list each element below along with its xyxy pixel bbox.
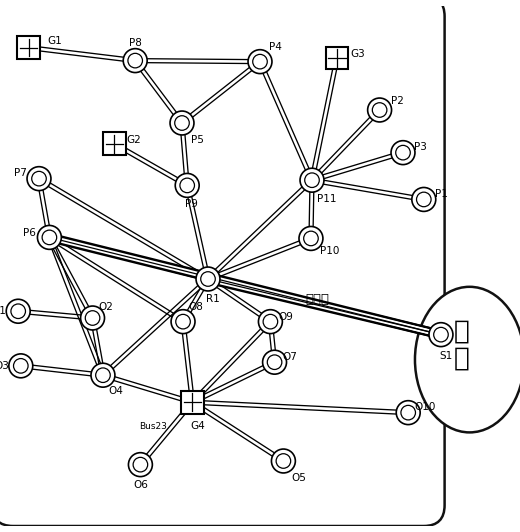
Circle shape	[37, 226, 61, 250]
Text: G2: G2	[127, 135, 141, 145]
Text: P8: P8	[129, 38, 141, 48]
Circle shape	[6, 300, 30, 323]
Circle shape	[300, 168, 324, 192]
FancyBboxPatch shape	[181, 391, 204, 414]
Circle shape	[128, 53, 142, 68]
Circle shape	[253, 54, 267, 69]
Circle shape	[304, 231, 318, 246]
Circle shape	[175, 173, 199, 197]
Text: O4: O4	[109, 386, 123, 396]
Circle shape	[27, 167, 51, 190]
Text: P1: P1	[435, 189, 447, 200]
FancyBboxPatch shape	[326, 47, 348, 70]
Circle shape	[263, 350, 287, 374]
Circle shape	[401, 405, 415, 420]
Text: G4: G4	[190, 421, 205, 430]
Circle shape	[267, 355, 282, 370]
Circle shape	[133, 458, 148, 472]
Circle shape	[391, 140, 415, 164]
Circle shape	[32, 171, 46, 186]
Circle shape	[123, 48, 147, 72]
Circle shape	[176, 314, 190, 329]
Text: O3: O3	[0, 361, 9, 371]
FancyBboxPatch shape	[17, 36, 40, 59]
Text: O10: O10	[414, 402, 436, 412]
Circle shape	[180, 178, 194, 193]
Circle shape	[417, 192, 431, 207]
Text: P9: P9	[185, 199, 198, 209]
Circle shape	[368, 98, 392, 122]
Circle shape	[305, 173, 319, 187]
Circle shape	[85, 311, 100, 325]
FancyBboxPatch shape	[103, 132, 126, 155]
Circle shape	[91, 363, 115, 387]
Text: O8: O8	[189, 302, 203, 312]
Circle shape	[175, 116, 189, 130]
Text: P4: P4	[269, 42, 282, 52]
Text: P3: P3	[414, 143, 426, 153]
Ellipse shape	[415, 287, 520, 433]
Text: S1: S1	[439, 352, 453, 361]
Text: P7: P7	[15, 169, 27, 178]
Text: P5: P5	[191, 135, 204, 145]
Circle shape	[258, 310, 282, 334]
Circle shape	[9, 354, 33, 378]
Circle shape	[170, 111, 194, 135]
Circle shape	[201, 272, 215, 286]
Circle shape	[14, 359, 28, 373]
Text: 闭合面: 闭合面	[305, 293, 329, 306]
Text: P6: P6	[23, 228, 36, 238]
Circle shape	[81, 306, 105, 330]
Circle shape	[299, 227, 323, 251]
Circle shape	[171, 310, 195, 334]
Circle shape	[396, 401, 420, 425]
Text: O2: O2	[98, 302, 113, 312]
Circle shape	[11, 304, 25, 319]
Circle shape	[196, 267, 220, 291]
Circle shape	[128, 453, 152, 477]
Circle shape	[248, 49, 272, 73]
Text: G1: G1	[47, 36, 62, 46]
Circle shape	[271, 449, 295, 473]
Text: R1: R1	[206, 294, 220, 304]
Text: Bus23: Bus23	[139, 422, 167, 431]
Circle shape	[263, 314, 278, 329]
Circle shape	[276, 454, 291, 468]
Text: O5: O5	[292, 472, 306, 483]
Circle shape	[96, 368, 110, 383]
Text: P2: P2	[392, 96, 404, 106]
Text: O7: O7	[283, 352, 297, 362]
Text: P11: P11	[317, 194, 336, 204]
Circle shape	[412, 187, 436, 211]
Circle shape	[434, 327, 448, 342]
Circle shape	[396, 145, 410, 160]
Text: O6: O6	[133, 480, 148, 491]
Circle shape	[372, 103, 387, 117]
FancyBboxPatch shape	[0, 0, 445, 526]
Circle shape	[42, 230, 57, 245]
Circle shape	[429, 323, 453, 347]
Text: O9: O9	[279, 312, 293, 322]
Text: P10: P10	[320, 246, 340, 256]
Text: 主
网: 主 网	[454, 319, 470, 371]
Text: O1: O1	[0, 306, 6, 316]
Text: G3: G3	[350, 49, 365, 59]
